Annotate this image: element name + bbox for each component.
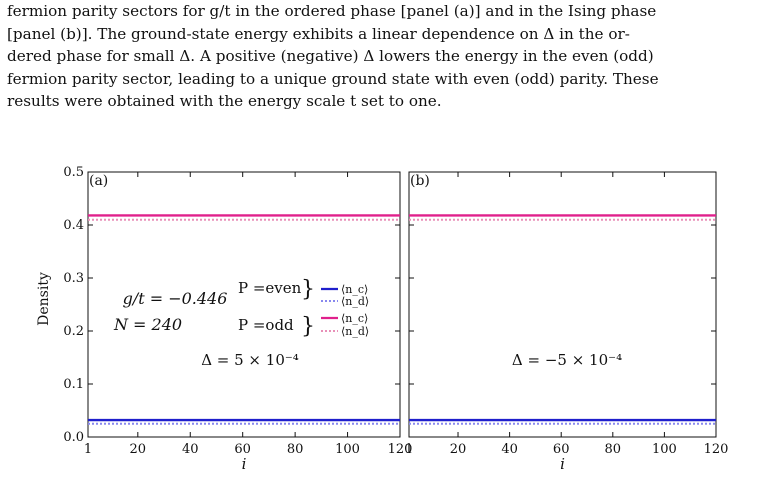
x-axis-label: i — [560, 455, 565, 473]
coupling-annotation: g/t = −0.446 — [123, 289, 228, 308]
panel-b-label: (b) — [410, 173, 430, 189]
panel-a-label: (a) — [89, 173, 108, 189]
y-tick-label: 0.5 — [63, 165, 84, 180]
parity-odd-label: P =odd — [238, 316, 294, 334]
legend-label-nd-odd: ⟨n_d⟩ — [341, 325, 369, 338]
legend-label-nc-even: ⟨n_c⟩ — [341, 283, 368, 296]
y-tick-label: 0.0 — [63, 430, 84, 445]
x-tick-label: 1 — [84, 442, 92, 457]
x-tick-label: 60 — [553, 442, 570, 457]
caption-line: fermion parity sectors for g/t in the or… — [7, 2, 657, 20]
delta-annotation-b: Δ = −5 × 10⁻⁴ — [512, 351, 622, 369]
y-axis-label: Density — [36, 272, 52, 326]
x-axis-label: i — [242, 455, 247, 473]
parity-even-brace: } — [301, 277, 315, 302]
x-tick-label: 60 — [234, 442, 251, 457]
x-tick-label: 20 — [450, 442, 467, 457]
caption-line: results were obtained with the energy sc… — [7, 92, 442, 110]
y-tick-label: 0.3 — [63, 271, 84, 286]
x-tick-label: 120 — [388, 442, 413, 457]
legend: ⟨n_c⟩ ⟨n_d⟩ ⟨n_c⟩ ⟨n_d⟩ — [321, 283, 369, 338]
x-tick-label: 40 — [182, 442, 199, 457]
parity-even-label: P =even — [238, 279, 302, 297]
parity-odd-brace: } — [301, 314, 315, 339]
x-tick-label: 1 — [405, 442, 413, 457]
caption-line: [panel (b)]. The ground-state energy exh… — [7, 24, 630, 43]
x-tick-label: 100 — [335, 442, 360, 457]
x-tick-label: 80 — [287, 442, 304, 457]
y-tick-label: 0.2 — [63, 324, 84, 339]
legend-label-nc-odd: ⟨n_c⟩ — [341, 312, 368, 325]
x-tick-label: 120 — [704, 442, 729, 457]
x-tick-label: 40 — [501, 442, 518, 457]
plot-frame — [408, 171, 717, 438]
x-tick-label: 80 — [605, 442, 622, 457]
delta-annotation-a: Δ = 5 × 10⁻⁴ — [201, 351, 299, 369]
figure-caption: fermion parity sectors for g/t in the or… — [7, 0, 773, 113]
legend-label-nd-even: ⟨n_d⟩ — [341, 295, 369, 308]
caption-line: fermion parity sector, leading to a uniq… — [7, 69, 659, 88]
plot-frame — [87, 171, 401, 438]
x-tick-label: 20 — [130, 442, 147, 457]
size-annotation: N = 240 — [113, 315, 182, 334]
y-tick-label: 0.4 — [63, 218, 84, 233]
y-tick-label: 0.1 — [63, 377, 84, 392]
x-tick-label: 100 — [652, 442, 677, 457]
caption-line: dered phase for small Δ. A positive (neg… — [7, 47, 654, 65]
